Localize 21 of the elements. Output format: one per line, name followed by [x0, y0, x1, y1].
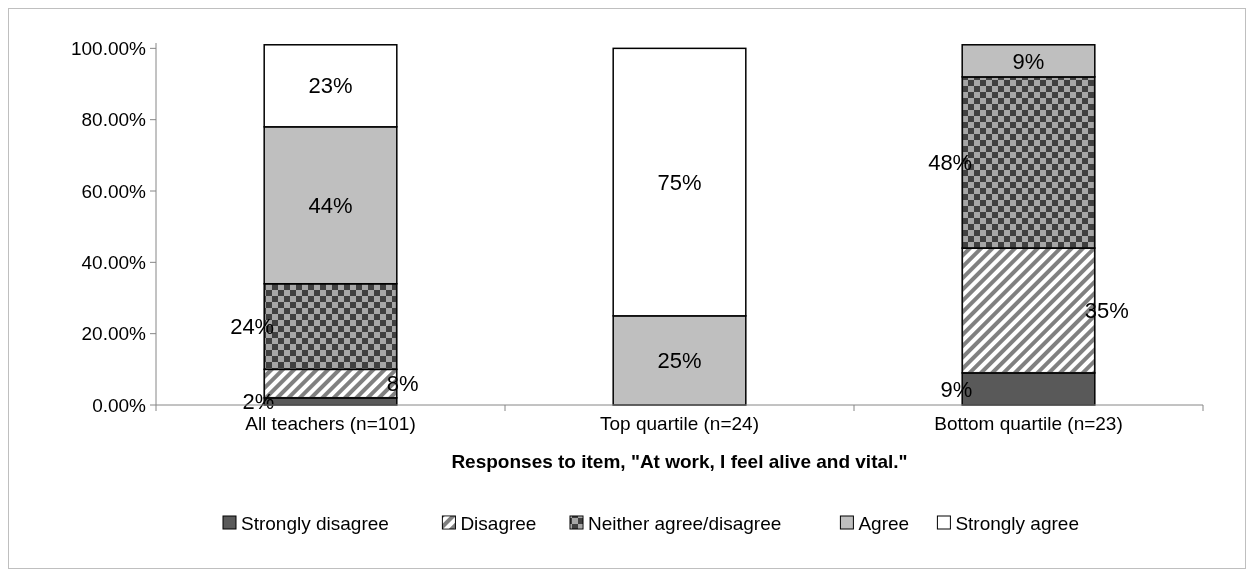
legend-label: Neither agree/disagree	[588, 512, 782, 534]
data-label: 75%	[657, 169, 702, 195]
legend-label: Strongly disagree	[241, 512, 389, 534]
data-label: 25%	[657, 348, 702, 374]
y-tick-label: 20.00%	[81, 323, 147, 345]
legend-label: Strongly agree	[955, 512, 1079, 534]
x-tick-label: Top quartile (n=24)	[600, 413, 759, 434]
x-tick-label: Bottom quartile (n=23)	[934, 413, 1123, 434]
y-tick-label: 100.00%	[70, 38, 147, 59]
data-label: 9%	[1012, 48, 1045, 74]
y-tick-label: 40.00%	[81, 251, 147, 273]
x-tick-label: All teachers (n=101)	[245, 413, 416, 434]
data-label: 2%	[242, 389, 275, 415]
legend-label: Disagree	[460, 512, 537, 534]
data-label: 44%	[308, 192, 353, 218]
y-tick-label: 0.00%	[92, 394, 147, 416]
y-tick-label: 80.00%	[81, 109, 147, 131]
x-axis-title: Responses to item, "At work, I feel alive and vital."	[451, 451, 908, 472]
data-label: 23%	[308, 73, 353, 99]
y-tick-label: 60.00%	[81, 180, 147, 202]
legend-label: Agree	[858, 512, 910, 534]
